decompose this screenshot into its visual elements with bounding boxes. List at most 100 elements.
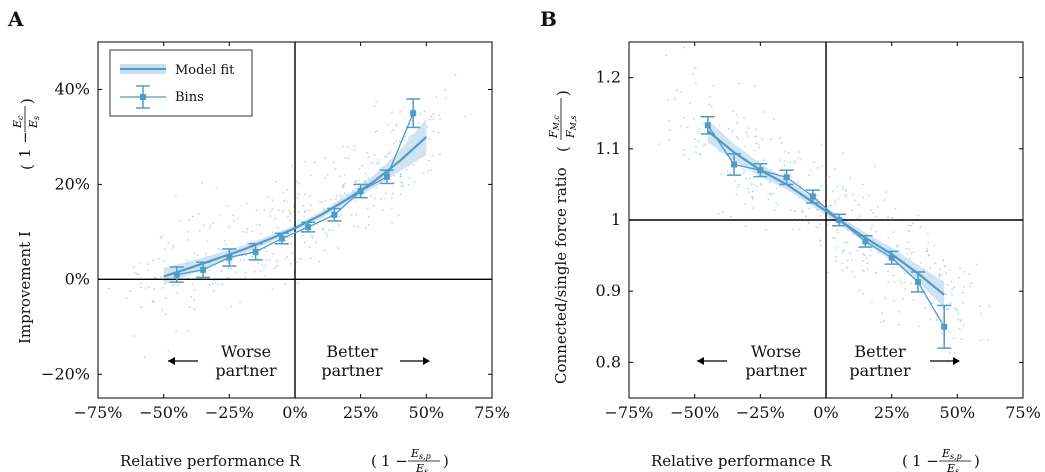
- scatter-point-a: [373, 197, 376, 200]
- scatter-point-a: [232, 219, 235, 222]
- scatter-point-a: [291, 164, 294, 167]
- scatter-point-b: [789, 174, 792, 177]
- scatter-point-a: [243, 258, 246, 261]
- bin-marker-b: [888, 254, 895, 261]
- scatter-point-b: [949, 269, 951, 271]
- scatter-point-a: [237, 217, 240, 220]
- scatter-point-b: [728, 127, 730, 130]
- scatter-point-a: [160, 309, 163, 312]
- scatter-point-a: [385, 192, 387, 195]
- scatter-point-a: [174, 195, 177, 198]
- scatter-point-b: [717, 213, 720, 216]
- scatter-point-a: [432, 118, 435, 120]
- scatter-point-a: [341, 195, 344, 198]
- scatter-point-b: [945, 293, 948, 296]
- panel-a-y-ticks: −20% 0% 20% 40%: [41, 79, 492, 383]
- scatter-point-a: [286, 255, 289, 258]
- scatter-point-b: [845, 194, 848, 196]
- scatter-point-b: [939, 268, 941, 271]
- scatter-point-a: [259, 269, 262, 272]
- scatter-point-b: [758, 146, 760, 149]
- panel-b-annotations: Worse partner Better partner: [697, 342, 960, 380]
- scatter-point-b: [904, 281, 907, 284]
- scatter-point-a: [413, 181, 416, 183]
- scatter-point-b: [798, 151, 801, 154]
- scatter-point-a: [204, 252, 207, 255]
- scatter-point-b: [917, 325, 920, 328]
- scatter-point-a: [215, 187, 218, 189]
- scatter-point-a: [171, 247, 174, 250]
- scatter-point-a: [432, 130, 435, 133]
- y-tick-label-a: 40%: [54, 79, 90, 98]
- scatter-point-b: [841, 251, 844, 254]
- scatter-point-a: [324, 156, 326, 159]
- scatter-point-b: [881, 312, 883, 315]
- scatter-point-a: [399, 140, 401, 143]
- scatter-point-a: [399, 175, 402, 178]
- panel-letter-a: A: [7, 7, 24, 31]
- y-axis-formula-denominator-a: Es: [27, 116, 41, 129]
- scatter-point-a: [302, 205, 305, 208]
- scatter-point-b: [704, 143, 707, 146]
- x-tick-label-b: 50%: [940, 403, 976, 422]
- scatter-point-b: [883, 199, 886, 202]
- x-tick-label-a: 0%: [282, 403, 307, 422]
- scatter-point-a: [338, 215, 341, 218]
- scatter-point-a: [299, 257, 302, 260]
- scatter-point-a: [269, 210, 272, 213]
- x-axis-formula-numerator-b: Es,p: [941, 447, 962, 461]
- bin-marker-a: [278, 235, 285, 242]
- scatter-point-a: [318, 260, 320, 263]
- scatter-point-b: [932, 366, 935, 369]
- y-axis-formula-numerator-a: Ec: [11, 115, 25, 129]
- scatter-point-b: [743, 145, 746, 148]
- scatter-point-b: [748, 191, 750, 194]
- scatter-point-a: [193, 308, 196, 311]
- scatter-point-a: [218, 214, 221, 217]
- scatter-point-a: [326, 235, 329, 238]
- scatter-point-a: [353, 225, 356, 228]
- x-axis-formula-one-a: 1 −: [381, 452, 408, 470]
- scatter-point-a: [172, 284, 174, 287]
- scatter-point-a: [175, 292, 178, 294]
- scatter-point-b: [813, 160, 815, 163]
- scatter-point-b: [789, 161, 792, 164]
- scatter-point-b: [961, 292, 964, 294]
- bin-marker-a: [357, 188, 364, 195]
- scatter-point-a: [373, 104, 376, 107]
- scatter-point-a: [290, 213, 293, 216]
- scatter-point-b: [695, 146, 697, 149]
- scatter-point-a: [232, 214, 235, 217]
- scatter-point-b: [929, 266, 932, 269]
- scatter-point-b: [906, 252, 909, 255]
- scatter-point-a: [341, 187, 344, 189]
- scatter-point-b: [835, 256, 837, 258]
- scatter-point-b: [858, 204, 861, 206]
- scatter-point-b: [674, 97, 676, 100]
- scatter-point-a: [276, 265, 278, 268]
- scatter-point-a: [193, 299, 195, 302]
- scatter-point-a: [214, 281, 217, 284]
- bin-marker-a: [173, 271, 180, 278]
- scatter-point-b: [877, 205, 879, 208]
- scatter-point-b: [926, 250, 929, 253]
- scatter-point-b: [844, 241, 847, 244]
- scatter-point-b: [887, 237, 890, 239]
- scatter-point-b: [957, 312, 960, 315]
- scatter-point-b: [768, 192, 771, 195]
- scatter-point-b: [808, 221, 811, 223]
- scatter-point-b: [750, 183, 753, 185]
- scatter-point-b: [668, 120, 671, 122]
- scatter-point-a: [355, 180, 358, 183]
- scatter-point-a: [245, 202, 248, 205]
- scatter-point-a: [264, 247, 266, 250]
- scatter-point-a: [286, 200, 288, 203]
- panel-b-x-ticks: −75% −50% −25% 0% 25% 50% 75%: [605, 42, 1041, 422]
- scatter-point-a: [397, 214, 400, 217]
- scatter-point-b: [862, 292, 864, 295]
- scatter-point-b: [833, 168, 836, 171]
- scatter-point-b: [730, 215, 732, 218]
- bin-marker-b: [862, 238, 869, 245]
- scatter-point-b: [969, 282, 972, 284]
- bin-marker-a: [410, 110, 417, 117]
